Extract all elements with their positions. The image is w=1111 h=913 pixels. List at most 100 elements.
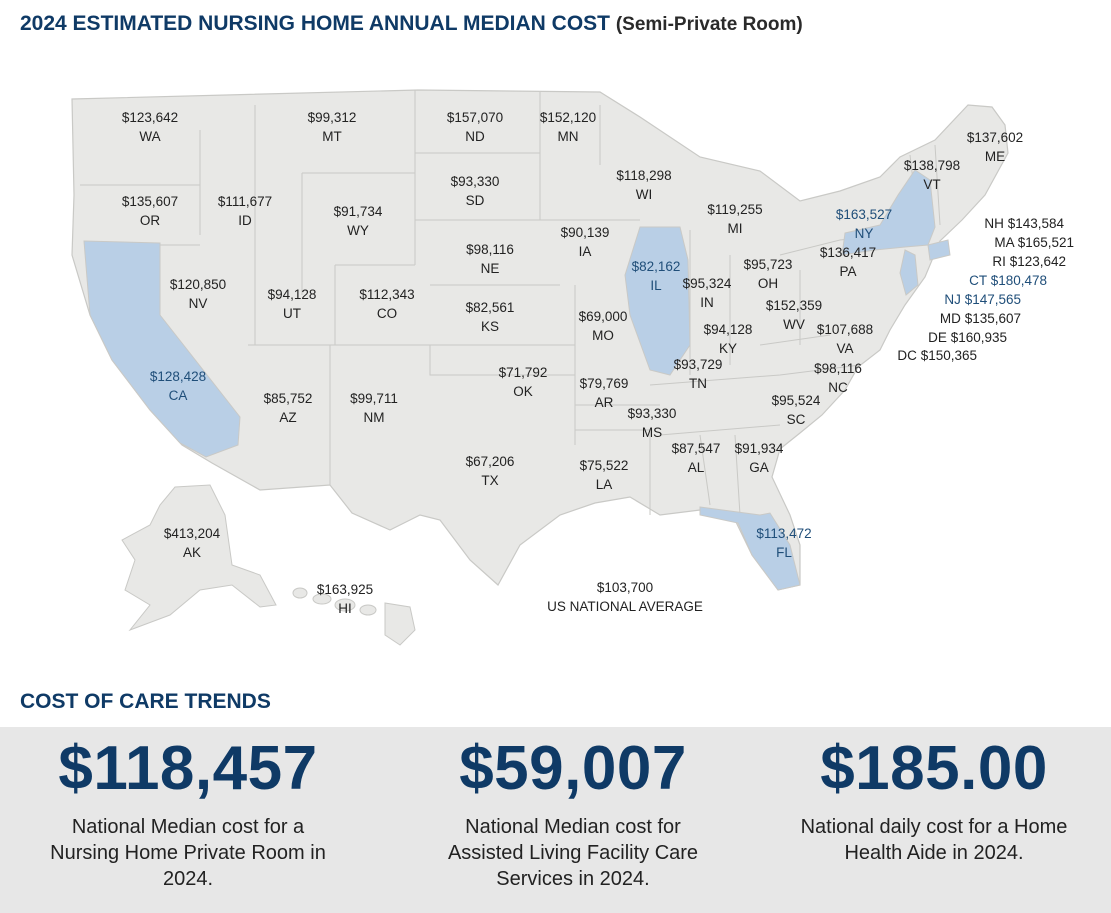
state-label-ga: $91,934 GA <box>735 439 784 477</box>
state-label-nv: $120,850 NV <box>170 275 226 313</box>
state-cost: $99,312 <box>307 110 357 125</box>
stat-description: National Median cost for Assisted Living… <box>447 816 699 890</box>
small-state-label-ri: RI $123,642 <box>992 252 1066 271</box>
state-label-va: $107,688 VA <box>817 320 873 358</box>
state-borders <box>80 90 941 516</box>
state-cost: $93,729 <box>673 357 723 372</box>
state-cost: $90,139 <box>560 225 610 240</box>
stat-home-health-aide: $185.00 National daily cost for a Home H… <box>769 727 1099 866</box>
state-abbr: GA <box>749 460 769 475</box>
state-cost: $135,607 <box>121 194 179 209</box>
small-state-label-ma: MA $165,521 <box>994 233 1074 252</box>
state-cost: $143,584 <box>1007 216 1064 231</box>
state-cost: $136,417 <box>819 245 877 260</box>
state-abbr: OH <box>757 276 779 291</box>
state-abbr: IA <box>578 244 592 259</box>
page-title: 2024 ESTIMATED NURSING HOME ANNUAL MEDIA… <box>20 12 803 36</box>
state-cost: $160,935 <box>950 330 1007 345</box>
state-ny-highlight <box>841 169 936 256</box>
state-abbr: NY <box>854 226 874 241</box>
state-abbr: TX <box>481 473 499 488</box>
state-label-tn: $93,729 TN <box>674 355 723 393</box>
state-cost: $87,547 <box>671 441 721 456</box>
national-average-value: $103,700 <box>596 580 654 595</box>
state-cost: $82,561 <box>465 300 515 315</box>
us-map-graphic <box>71 89 1009 646</box>
state-abbr: CT <box>969 273 987 288</box>
state-label-fl: $113,472 FL <box>756 524 811 562</box>
state-abbr: AK <box>182 545 201 560</box>
title-main: 2024 ESTIMATED NURSING HOME ANNUAL MEDIA… <box>20 12 610 35</box>
state-cost: $82,162 <box>631 259 681 274</box>
stat-nursing-home-private: $118,457 National Median cost for a Nurs… <box>23 727 353 892</box>
state-cost: $95,324 <box>682 276 732 291</box>
state-cost: $163,527 <box>835 207 893 222</box>
state-abbr: MI <box>727 221 743 236</box>
state-cost: $147,565 <box>964 292 1021 307</box>
state-cost: $113,472 <box>756 526 812 541</box>
stat-description: National Median cost for a Nursing Home … <box>50 816 326 890</box>
state-cost: $111,677 <box>217 194 273 209</box>
state-abbr: WV <box>783 317 805 332</box>
stat-value: $118,457 <box>58 734 318 803</box>
national-average-caption: US NATIONAL AVERAGE <box>547 599 703 614</box>
state-cost: $99,711 <box>350 391 398 406</box>
state-cost: $157,070 <box>446 110 504 125</box>
state-abbr: IN <box>700 295 714 310</box>
state-cost: $107,688 <box>816 322 874 337</box>
state-abbr: WA <box>139 129 161 144</box>
state-cost: $152,120 <box>539 110 597 125</box>
state-abbr: MO <box>592 328 614 343</box>
state-cost: $119,255 <box>707 202 763 217</box>
state-cost: $152,359 <box>765 298 823 313</box>
state-label-id: $111,677 ID <box>218 192 272 230</box>
state-abbr: AZ <box>279 410 297 425</box>
state-abbr: MS <box>641 425 663 440</box>
state-abbr: VT <box>923 177 941 192</box>
state-cost: $85,752 <box>263 391 313 406</box>
state-label-ar: $79,769 AR <box>580 374 629 412</box>
small-state-label-de: DE $160,935 <box>928 328 1007 347</box>
state-abbr: KY <box>718 341 737 356</box>
state-abbr: FL <box>776 545 792 560</box>
map-shapes <box>71 89 1009 646</box>
state-cost: $95,723 <box>743 257 793 272</box>
state-label-ky: $94,128 KY <box>704 320 753 358</box>
state-cost: $123,642 <box>121 110 179 125</box>
state-cost: $93,330 <box>627 406 677 421</box>
state-label-oh: $95,723 OH <box>744 255 793 293</box>
state-abbr: NV <box>188 296 208 311</box>
state-label-in: $95,324 IN <box>683 274 732 312</box>
state-cost: $79,769 <box>579 376 629 391</box>
state-cost: $98,116 <box>466 242 514 257</box>
trends-panel: $118,457 National Median cost for a Nurs… <box>0 727 1111 913</box>
state-cost: $93,330 <box>450 174 500 189</box>
state-abbr: IL <box>650 278 662 293</box>
stat-value: $59,007 <box>459 734 687 803</box>
trends-title: COST OF CARE TRENDS <box>20 690 271 713</box>
state-label-nm: $99,711 NM <box>350 389 398 427</box>
state-cost: $138,798 <box>903 158 961 173</box>
hawaii-shape <box>292 587 416 646</box>
state-label-pa: $136,417 PA <box>820 243 876 281</box>
state-cost: $165,521 <box>1017 235 1074 250</box>
state-label-ca: $128,428 CA <box>150 367 206 405</box>
state-abbr: OK <box>513 384 533 399</box>
state-abbr: DC <box>897 348 917 363</box>
state-abbr: PA <box>839 264 857 279</box>
state-cost: $71,792 <box>498 365 548 380</box>
state-label-ok: $71,792 OK <box>499 363 548 401</box>
state-cost: $95,524 <box>771 393 821 408</box>
state-abbr: MN <box>557 129 579 144</box>
state-label-wa: $123,642 WA <box>122 108 178 146</box>
state-cost: $94,128 <box>703 322 753 337</box>
state-label-ut: $94,128 UT <box>268 285 317 323</box>
state-abbr: MA <box>994 235 1014 250</box>
state-label-wi: $118,298 WI <box>616 166 671 204</box>
state-abbr: NM <box>363 410 385 425</box>
state-abbr: AL <box>687 460 705 475</box>
state-label-or: $135,607 OR <box>122 192 178 230</box>
state-il-highlight <box>624 226 691 376</box>
state-abbr: NE <box>480 261 500 276</box>
state-cost: $163,925 <box>316 582 374 597</box>
